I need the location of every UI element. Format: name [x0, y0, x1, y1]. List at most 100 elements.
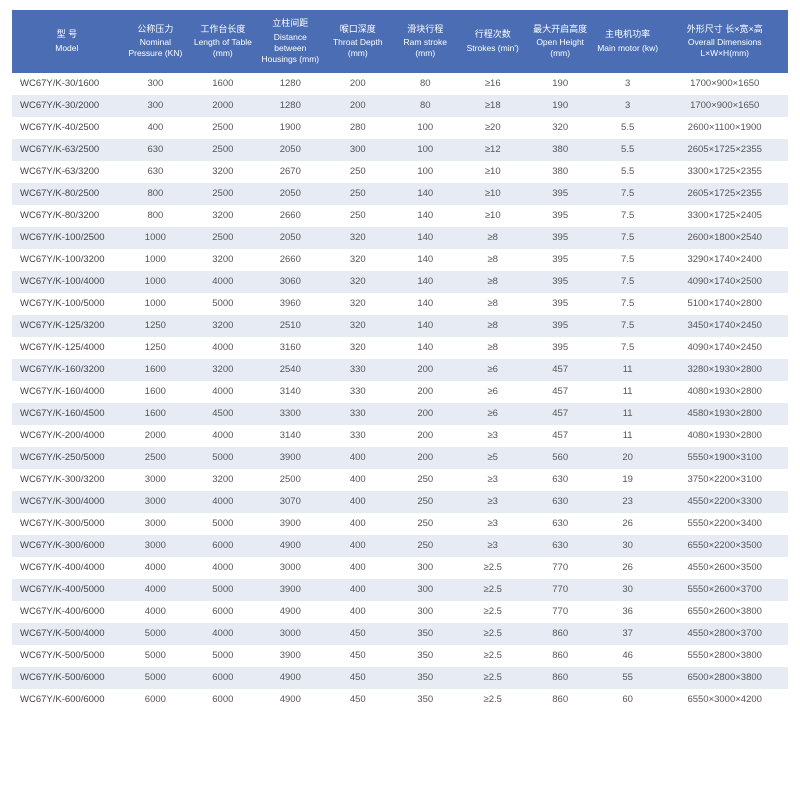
- table-cell: 3900: [257, 513, 324, 535]
- table-cell: 2500: [189, 183, 256, 205]
- table-cell: 5000: [189, 293, 256, 315]
- table-cell: 250: [392, 491, 459, 513]
- col-header-cn: 最大开启高度: [528, 24, 591, 36]
- table-cell: 860: [526, 623, 593, 645]
- table-cell: WC67Y/K-80/3200: [12, 205, 122, 227]
- table-cell: WC67Y/K-160/4500: [12, 403, 122, 425]
- table-cell: 3900: [257, 579, 324, 601]
- table-cell: WC67Y/K-300/6000: [12, 535, 122, 557]
- table-cell: 3200: [189, 205, 256, 227]
- table-cell: WC67Y/K-400/5000: [12, 579, 122, 601]
- table-cell: WC67Y/K-600/6000: [12, 689, 122, 711]
- table-cell: 250: [324, 161, 391, 183]
- table-row: WC67Y/K-80/320080032002660250140≥103957.…: [12, 205, 788, 227]
- table-cell: ≥2.5: [459, 667, 526, 689]
- table-cell: 7.5: [594, 249, 661, 271]
- table-cell: 5000: [122, 667, 189, 689]
- col-header-5: 滑块行程Ram stroke (mm): [392, 10, 459, 73]
- table-cell: 200: [392, 381, 459, 403]
- table-cell: ≥10: [459, 183, 526, 205]
- table-cell: 320: [324, 249, 391, 271]
- table-cell: 1600: [122, 359, 189, 381]
- table-cell: 2670: [257, 161, 324, 183]
- table-cell: 380: [526, 161, 593, 183]
- table-cell: ≥2.5: [459, 557, 526, 579]
- table-cell: 350: [392, 623, 459, 645]
- table-cell: 2600×1100×1900: [661, 117, 788, 139]
- table-cell: 560: [526, 447, 593, 469]
- table-cell: 46: [594, 645, 661, 667]
- table-cell: 395: [526, 227, 593, 249]
- table-cell: 2500: [257, 469, 324, 491]
- table-cell: 3070: [257, 491, 324, 513]
- table-row: WC67Y/K-500/4000500040003000450350≥2.586…: [12, 623, 788, 645]
- table-cell: 630: [122, 161, 189, 183]
- col-header-2: 工作台长度Length of Table (mm): [189, 10, 256, 73]
- table-row: WC67Y/K-100/5000100050003960320140≥83957…: [12, 293, 788, 315]
- table-cell: ≥3: [459, 513, 526, 535]
- table-cell: 400: [324, 535, 391, 557]
- table-cell: 1000: [122, 271, 189, 293]
- table-cell: WC67Y/K-40/2500: [12, 117, 122, 139]
- table-cell: 630: [526, 513, 593, 535]
- table-cell: 4500: [189, 403, 256, 425]
- table-cell: 300: [392, 579, 459, 601]
- table-cell: 2660: [257, 205, 324, 227]
- table-cell: 4000: [189, 425, 256, 447]
- table-cell: 3900: [257, 645, 324, 667]
- col-header-1: 公称压力Nominal Pressure (KN): [122, 10, 189, 73]
- table-cell: 3280×1930×2800: [661, 359, 788, 381]
- table-cell: ≥8: [459, 227, 526, 249]
- table-cell: 11: [594, 359, 661, 381]
- table-cell: 250: [324, 183, 391, 205]
- table-cell: ≥10: [459, 205, 526, 227]
- table-cell: 4000: [122, 557, 189, 579]
- table-cell: 4000: [189, 381, 256, 403]
- table-cell: 4000: [189, 557, 256, 579]
- table-cell: 7.5: [594, 337, 661, 359]
- table-cell: 350: [392, 667, 459, 689]
- table-cell: 4000: [189, 623, 256, 645]
- table-cell: 2540: [257, 359, 324, 381]
- spec-table: 型 号Model公称压力Nominal Pressure (KN)工作台长度Le…: [12, 10, 788, 711]
- table-cell: 3200: [189, 315, 256, 337]
- table-cell: 6000: [122, 689, 189, 711]
- spec-table-container: 型 号Model公称压力Nominal Pressure (KN)工作台长度Le…: [0, 0, 800, 800]
- col-header-cn: 外形尺寸 长×宽×高: [663, 24, 786, 36]
- table-cell: 1280: [257, 73, 324, 95]
- table-cell: 300: [122, 95, 189, 117]
- table-cell: 770: [526, 557, 593, 579]
- table-cell: 770: [526, 579, 593, 601]
- table-cell: 6500×2800×3800: [661, 667, 788, 689]
- table-cell: 4580×1930×2800: [661, 403, 788, 425]
- table-cell: 140: [392, 205, 459, 227]
- table-cell: 3000: [257, 623, 324, 645]
- table-cell: 330: [324, 359, 391, 381]
- table-row: WC67Y/K-100/4000100040003060320140≥83957…: [12, 271, 788, 293]
- table-cell: 6000: [189, 689, 256, 711]
- table-cell: 300: [122, 73, 189, 95]
- table-cell: 4090×1740×2500: [661, 271, 788, 293]
- table-cell: 140: [392, 293, 459, 315]
- table-cell: 4000: [189, 337, 256, 359]
- col-header-cn: 行程次数: [461, 29, 524, 41]
- table-cell: 770: [526, 601, 593, 623]
- table-row: WC67Y/K-400/6000400060004900400300≥2.577…: [12, 601, 788, 623]
- table-cell: 140: [392, 249, 459, 271]
- table-cell: 200: [392, 403, 459, 425]
- table-cell: 6550×3000×4200: [661, 689, 788, 711]
- table-cell: WC67Y/K-80/2500: [12, 183, 122, 205]
- table-row: WC67Y/K-500/6000500060004900450350≥2.586…: [12, 667, 788, 689]
- table-cell: 3900: [257, 447, 324, 469]
- table-cell: 6000: [189, 535, 256, 557]
- table-cell: 200: [392, 447, 459, 469]
- table-cell: WC67Y/K-125/4000: [12, 337, 122, 359]
- table-cell: 250: [324, 205, 391, 227]
- table-cell: 1250: [122, 315, 189, 337]
- table-cell: 400: [324, 447, 391, 469]
- col-header-en: Strokes (min'): [461, 43, 524, 54]
- table-cell: 5000: [189, 447, 256, 469]
- table-cell: 2510: [257, 315, 324, 337]
- table-cell: 400: [122, 117, 189, 139]
- table-row: WC67Y/K-600/6000600060004900450350≥2.586…: [12, 689, 788, 711]
